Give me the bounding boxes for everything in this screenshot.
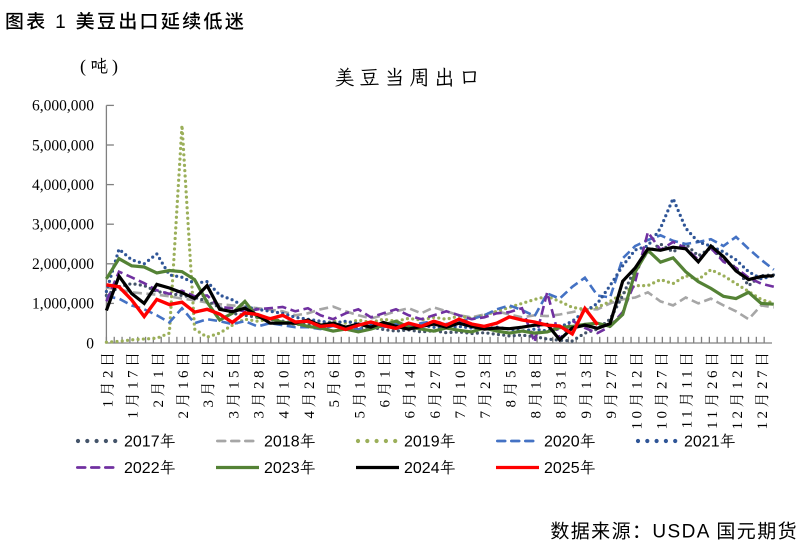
svg-text:8月18日: 8月18日 [528,349,545,419]
svg-text:2020年: 2020年 [544,432,596,450]
svg-text:2024年: 2024年 [404,459,456,477]
svg-text:3,000,000: 3,000,000 [32,217,94,234]
svg-text:7月23日: 7月23日 [477,349,494,419]
svg-text:7月10日: 7月10日 [452,349,469,419]
svg-text:美豆当周出口: 美豆当周出口 [334,66,484,90]
svg-text:3月15日: 3月15日 [225,349,242,419]
svg-text:12月27日: 12月27日 [754,349,771,430]
svg-text:12月12日: 12月12日 [729,349,746,430]
svg-text:2022年: 2022年 [124,459,176,477]
svg-text:6月27日: 6月27日 [427,349,444,419]
svg-text:9月27日: 9月27日 [603,349,620,419]
svg-text:2021年: 2021年 [684,432,736,450]
svg-text:6月14日: 6月14日 [402,349,419,419]
svg-text:8月31日: 8月31日 [553,349,570,419]
svg-text:2018年: 2018年 [264,432,316,450]
svg-text:3月28日: 3月28日 [251,349,268,419]
svg-text:数据来源：USDA 国元期货: 数据来源：USDA 国元期货 [550,521,798,543]
svg-text:1,000,000: 1,000,000 [32,296,94,313]
svg-text:10月12日: 10月12日 [628,349,645,430]
svg-text:0: 0 [86,335,94,352]
svg-text:6,000,000: 6,000,000 [32,98,94,115]
svg-text:1月17日: 1月17日 [125,349,142,419]
svg-text:5,000,000: 5,000,000 [32,137,94,154]
svg-text:2,000,000: 2,000,000 [32,256,94,273]
svg-text:2023年: 2023年 [264,459,316,477]
svg-text:2月16日: 2月16日 [175,349,192,419]
svg-text:5月19日: 5月19日 [351,349,368,419]
svg-text:2025年: 2025年 [544,459,596,477]
svg-text:11月11日: 11月11日 [679,349,696,429]
svg-text:4月10日: 4月10日 [276,349,293,419]
svg-text:6月1日: 6月1日 [376,349,393,408]
svg-text:10月27日: 10月27日 [654,349,671,430]
svg-text:(吨): (吨) [80,56,122,77]
svg-text:11月26日: 11月26日 [704,349,721,429]
svg-text:4,000,000: 4,000,000 [32,177,94,194]
svg-text:3月2日: 3月2日 [200,349,217,408]
svg-text:9月13日: 9月13日 [578,349,595,419]
svg-text:2月1日: 2月1日 [150,349,167,408]
svg-text:2019年: 2019年 [404,432,456,450]
svg-text:8月5日: 8月5日 [502,349,519,408]
svg-text:2017年: 2017年 [124,432,176,450]
svg-text:1月2日: 1月2日 [99,349,116,408]
svg-text:5月6日: 5月6日 [326,349,343,408]
svg-text:4月23日: 4月23日 [301,349,318,419]
